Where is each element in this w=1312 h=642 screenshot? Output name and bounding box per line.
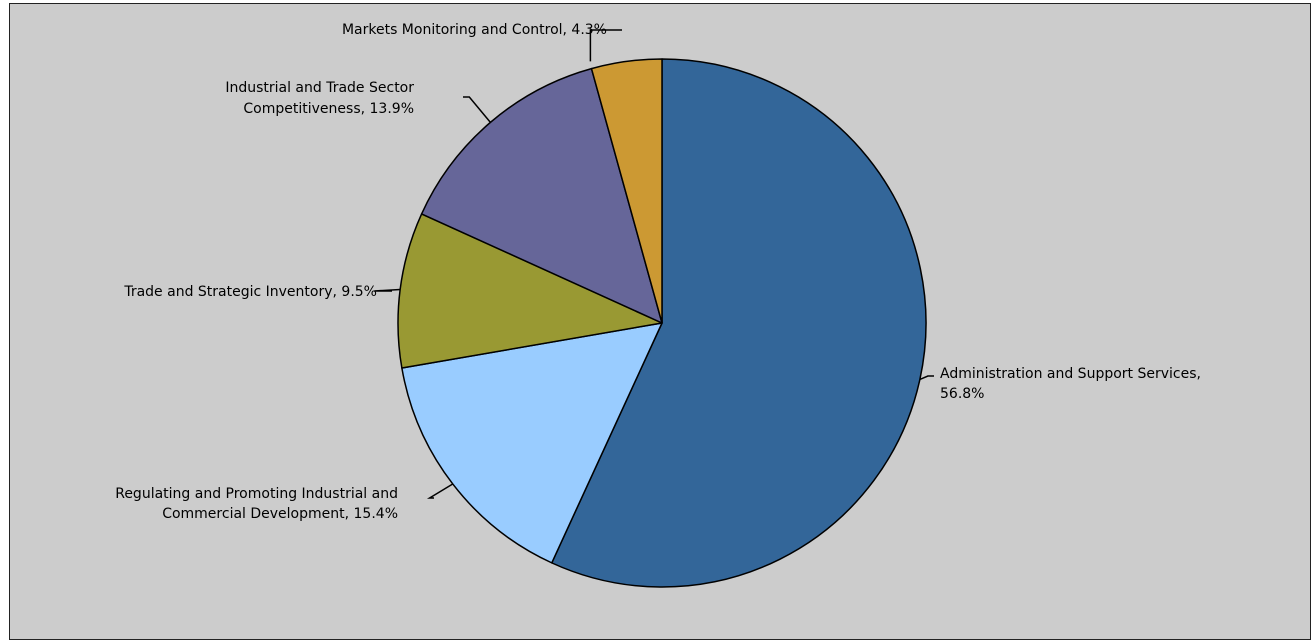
slice-label-line: Regulating and Promoting Industrial and: [115, 486, 398, 502]
slice-label-line: Industrial and Trade Sector: [225, 80, 414, 96]
slice-label-line: Trade and Strategic Inventory, 9.5%: [123, 284, 377, 300]
slice-label-administration-and-support-services: Administration and Support Services, 56.8…: [940, 366, 1201, 402]
slice-label-markets-monitoring-and-control: Markets Monitoring and Control, 4.3%: [342, 22, 607, 38]
slice-label-line: Competitiveness, 13.9%: [243, 101, 414, 117]
slice-label-line: Commercial Development, 15.4%: [162, 506, 398, 522]
leader-line-industrial-and-trade-sector-competitiveness: [463, 97, 490, 122]
slice-label-industrial-and-trade-sector-competitiveness: Industrial and Trade Sector Competitivene…: [225, 80, 414, 117]
leader-line-regulating-and-promoting-industrial-and-commercial-development: [430, 484, 453, 498]
slice-label-line: Administration and Support Services,: [940, 366, 1201, 382]
slice-label-trade-and-strategic-inventory: Trade and Strategic Inventory, 9.5%: [123, 284, 377, 300]
slice-label-line: Markets Monitoring and Control, 4.3%: [342, 22, 607, 38]
pie-slices: [398, 59, 926, 587]
leader-line-administration-and-support-services: [920, 376, 934, 379]
slice-label-regulating-and-promoting-industrial-and-commercial-development: Regulating and Promoting Industrial and C…: [115, 486, 398, 522]
slice-label-line: 56.8%: [940, 386, 984, 402]
leader-line-trade-and-strategic-inventory: [374, 290, 400, 292]
